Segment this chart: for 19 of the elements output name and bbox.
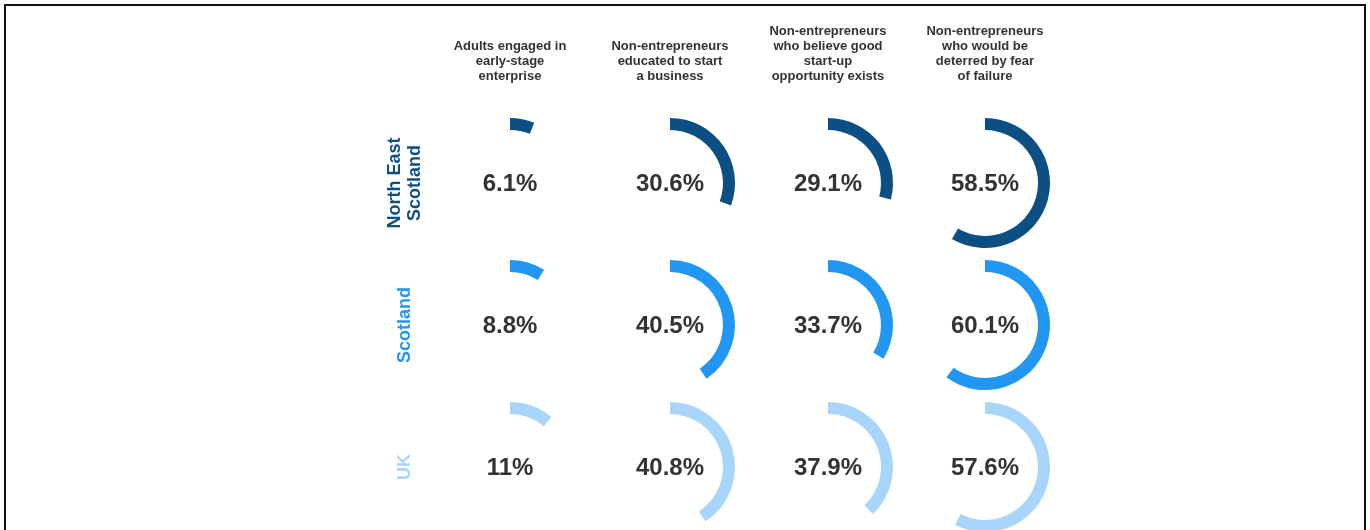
data-label: 40.5%	[635, 311, 705, 339]
data-label: 37.9%	[793, 453, 863, 481]
data-label: 60.1%	[950, 311, 1020, 339]
data-label: 57.6%	[950, 453, 1020, 481]
data-label: 29.1%	[793, 169, 863, 197]
category-label: Non-entrepreneurs who would be deterred by fear of failure	[926, 23, 1044, 83]
data-label: 33.7%	[793, 311, 863, 339]
legend-label: UK	[393, 454, 414, 480]
category-label: Adults engaged in early-stage enterprise	[453, 38, 567, 83]
legend-label: Scotland	[393, 286, 414, 364]
data-label: 8.8%	[482, 311, 538, 339]
data-label: 30.6%	[635, 169, 705, 197]
data-label: 40.8%	[635, 453, 705, 481]
data-label: 11%	[486, 453, 534, 481]
category-label: Non-entrepreneurs who believe good start-up opportunity exists	[769, 23, 887, 83]
legend-label: North East Scotland	[383, 137, 424, 229]
data-label: 58.5%	[950, 169, 1020, 197]
data-label: 6.1%	[482, 169, 538, 197]
category-label: Non-entrepreneurs educated to start a business	[611, 38, 729, 83]
